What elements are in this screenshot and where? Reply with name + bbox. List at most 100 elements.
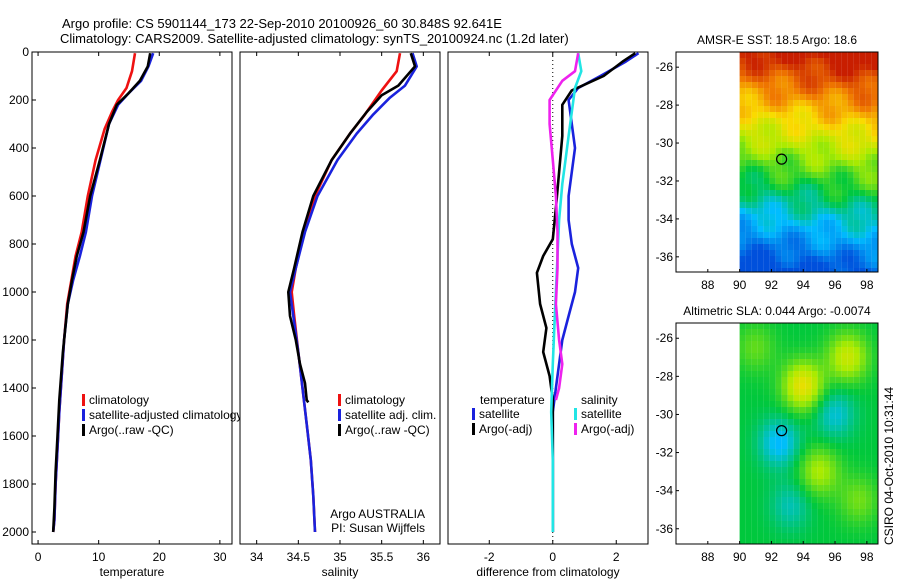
sst-cell — [745, 226, 752, 232]
sla-cell — [853, 503, 860, 509]
sla-cell — [823, 323, 830, 329]
sst-cell — [829, 208, 836, 214]
sla-cell — [763, 431, 770, 437]
sst-cell — [763, 256, 770, 262]
sst-cell — [799, 244, 806, 250]
sst-cell — [745, 112, 752, 118]
sla-cell — [757, 377, 764, 383]
sst-cell — [745, 268, 752, 272]
difference-xlabel: difference from climatology — [476, 565, 619, 579]
sst-cell — [805, 256, 812, 262]
sst-cell — [769, 106, 776, 112]
sla-xtick-label: 98 — [860, 550, 874, 564]
sla-cell — [745, 521, 752, 527]
sla-cell — [859, 359, 866, 365]
sla-cell — [817, 365, 824, 371]
sst-cell — [781, 190, 788, 196]
sst-cell — [757, 130, 764, 136]
sst-cell — [871, 82, 878, 88]
sst-cell — [787, 76, 794, 82]
sst-cell — [769, 268, 776, 272]
sst-cell — [763, 250, 770, 256]
sla-cell — [865, 365, 872, 371]
sla-cell — [847, 407, 854, 413]
sla-cell — [811, 359, 818, 365]
sst-cell — [769, 226, 776, 232]
sla-cell — [745, 407, 752, 413]
sla-cell — [757, 353, 764, 359]
temperature-ytick-label: 1000 — [2, 285, 29, 299]
sst-cell — [781, 232, 788, 238]
sst-cell — [805, 202, 812, 208]
sst-cell — [871, 262, 878, 268]
sst-cell — [859, 214, 866, 220]
sst-cell — [799, 58, 806, 64]
sla-cell — [811, 467, 818, 473]
sst-cell — [835, 160, 842, 166]
sst-cell — [787, 52, 794, 58]
sla-cell — [757, 341, 764, 347]
sla-cell — [751, 425, 758, 431]
sla-cell — [871, 383, 878, 389]
sst-cell — [835, 100, 842, 106]
sla-cell — [817, 419, 824, 425]
sla-cell — [841, 437, 848, 443]
sla-cell — [757, 497, 764, 503]
sst-cell — [847, 256, 854, 262]
sla-cell — [835, 491, 842, 497]
sla-cell — [763, 479, 770, 485]
sst-cell — [751, 100, 758, 106]
sst-cell — [841, 244, 848, 250]
sla-cell — [793, 449, 800, 455]
sla-cell — [745, 365, 752, 371]
sst-cell — [841, 172, 848, 178]
sla-cell — [853, 359, 860, 365]
sla-cell — [859, 431, 866, 437]
sla-cell — [793, 491, 800, 497]
sla-cell — [817, 407, 824, 413]
sst-cell — [847, 106, 854, 112]
sla-cell — [835, 395, 842, 401]
sla-cell — [805, 467, 812, 473]
sla-cell — [841, 473, 848, 479]
sst-cell — [859, 148, 866, 154]
sst-cell — [787, 136, 794, 142]
sla-cell — [841, 323, 848, 329]
sst-ytick-label: -26 — [656, 60, 674, 74]
sst-cell — [841, 154, 848, 160]
sla-cell — [793, 437, 800, 443]
sst-cell — [793, 268, 800, 272]
sst-cell — [823, 244, 830, 250]
sst-cell — [847, 64, 854, 70]
sst-cell — [745, 106, 752, 112]
sst-cell — [775, 112, 782, 118]
sst-cell — [817, 202, 824, 208]
sla-cell — [841, 395, 848, 401]
sla-cell — [853, 467, 860, 473]
sst-cell — [799, 196, 806, 202]
sla-cell — [829, 515, 836, 521]
temperature-ytick-label: 1600 — [2, 429, 29, 443]
sla-cell — [859, 467, 866, 473]
sst-xtick-label: 94 — [797, 278, 811, 292]
sst-cell — [751, 130, 758, 136]
sla-cell — [787, 497, 794, 503]
sst-cell — [805, 70, 812, 76]
sla-cell — [847, 527, 854, 533]
sst-cell — [739, 220, 746, 226]
sst-cell — [829, 250, 836, 256]
sla-cell — [757, 413, 764, 419]
sla-cell — [829, 329, 836, 335]
sla-cell — [823, 491, 830, 497]
sst-cell — [817, 238, 824, 244]
sst-xtick-label: 88 — [701, 278, 715, 292]
sla-cell — [793, 359, 800, 365]
sla-cell — [769, 455, 776, 461]
sst-cell — [817, 64, 824, 70]
difference-temp-legend-label: Argo(-adj) — [479, 422, 532, 436]
sla-cell — [787, 377, 794, 383]
sst-cell — [775, 148, 782, 154]
sst-cell — [823, 118, 830, 124]
sla-cell — [739, 491, 746, 497]
sst-cell — [847, 232, 854, 238]
